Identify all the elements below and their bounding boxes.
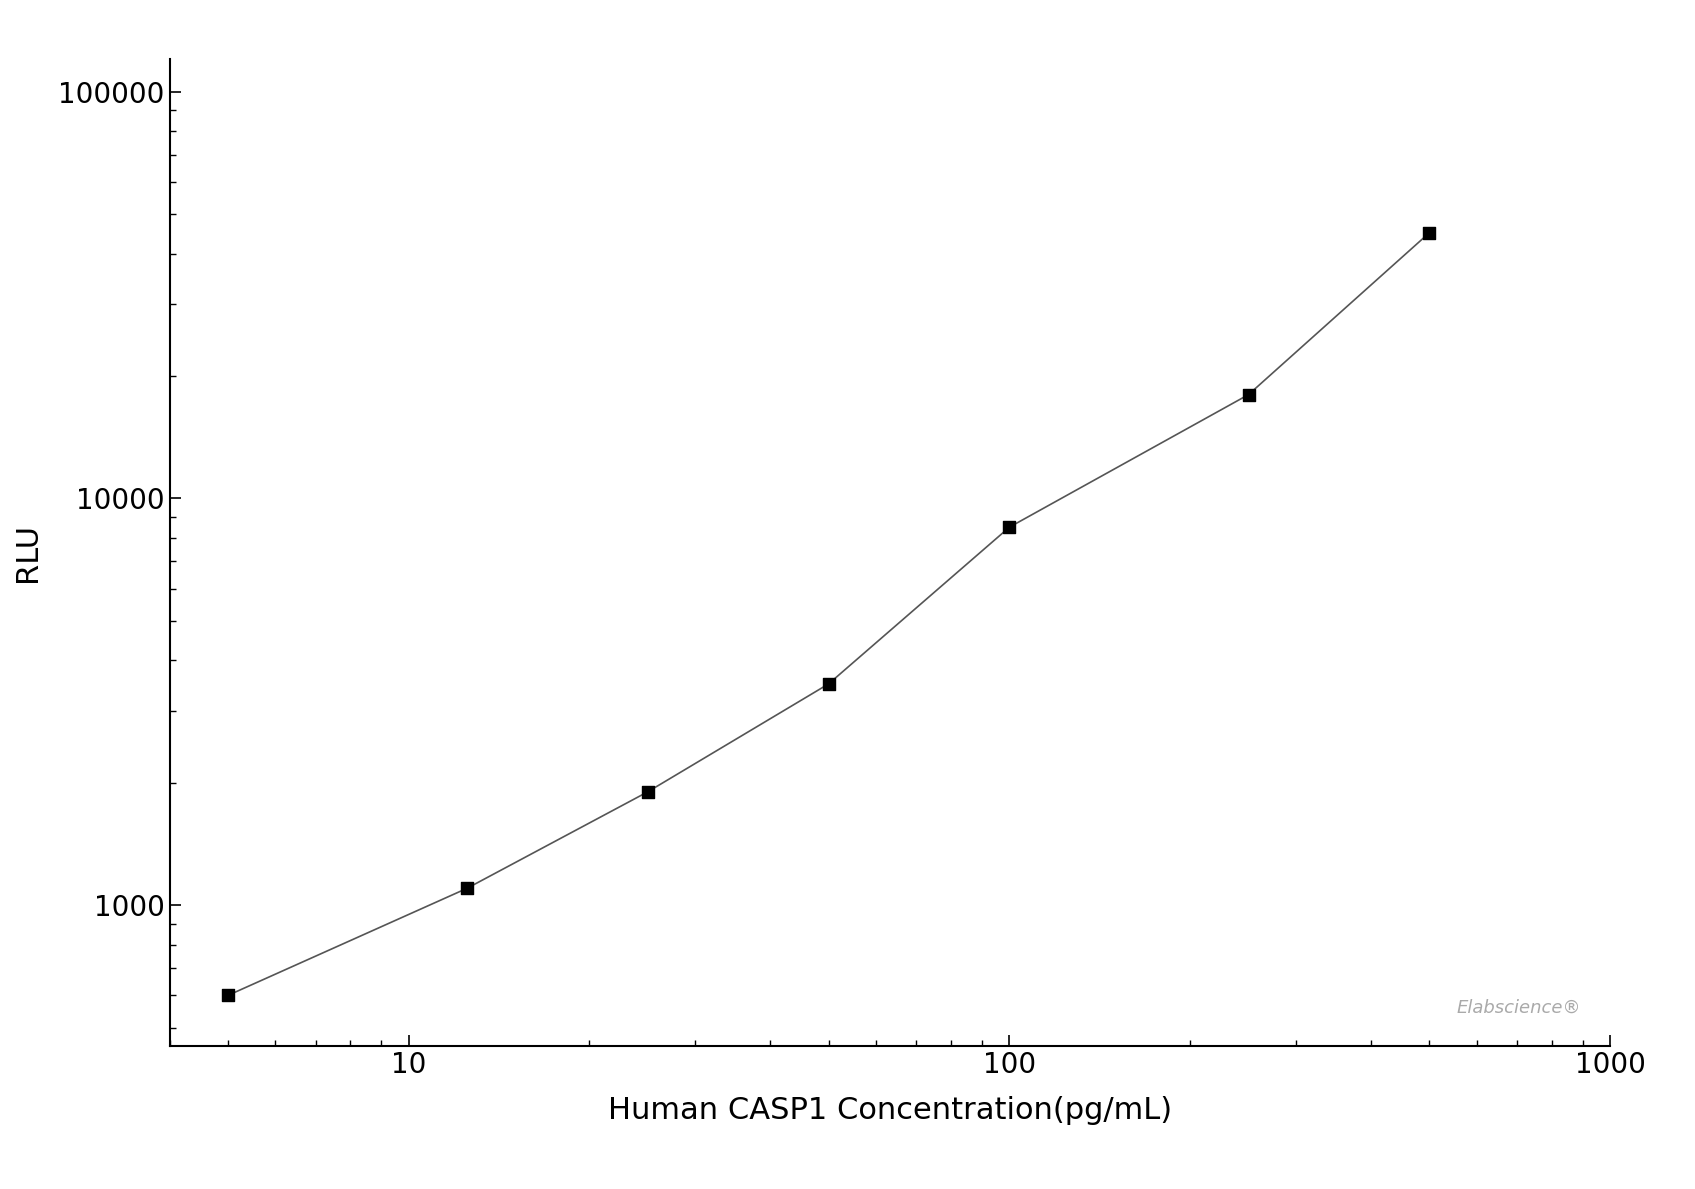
Point [634, 782, 661, 801]
Point [997, 517, 1024, 536]
Point [815, 674, 842, 693]
Point [453, 879, 480, 898]
Y-axis label: RLU: RLU [12, 523, 42, 583]
Point [1236, 385, 1263, 404]
X-axis label: Human CASP1 Concentration(pg/mL): Human CASP1 Concentration(pg/mL) [609, 1096, 1171, 1125]
Point [1415, 224, 1442, 243]
Text: Elabscience®: Elabscience® [1458, 999, 1581, 1017]
Point [214, 986, 241, 1005]
